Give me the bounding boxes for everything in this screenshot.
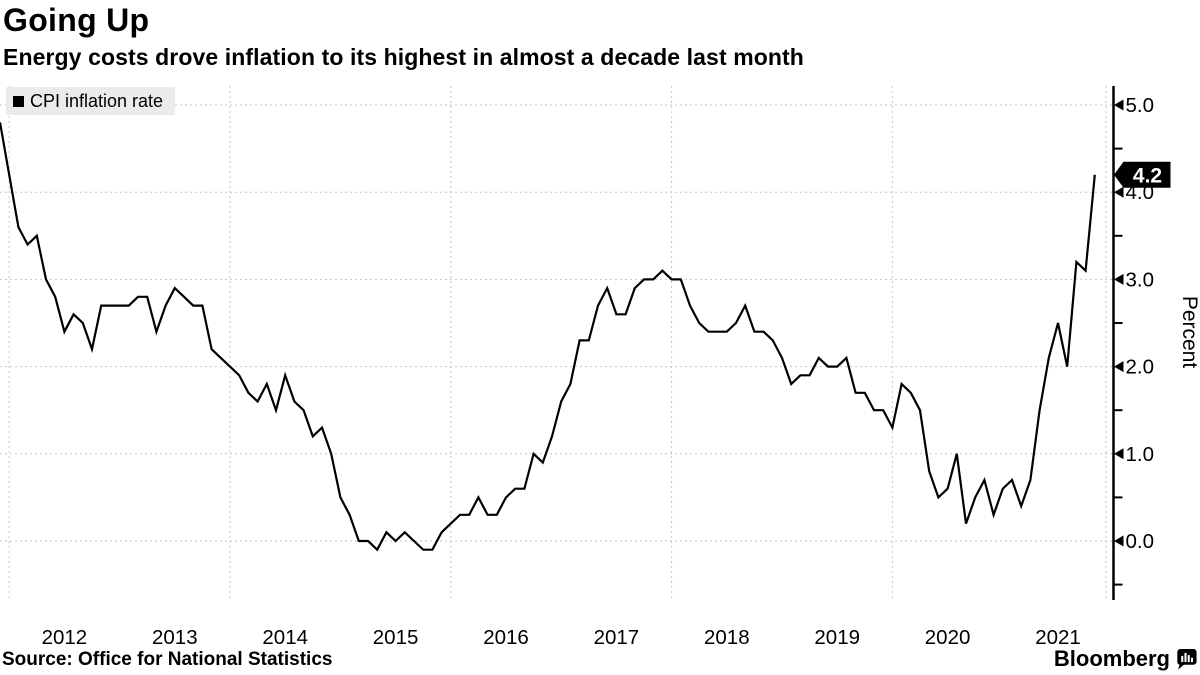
y-tick-label: 3.0 xyxy=(1126,268,1155,291)
x-tick-label: 2014 xyxy=(262,626,308,649)
legend: CPI inflation rate xyxy=(6,87,176,115)
last-value-label: 4.2 xyxy=(1133,164,1162,187)
y-major-tick-arrow xyxy=(1114,99,1124,111)
y-tick-label: 5.0 xyxy=(1126,94,1155,117)
x-tick-label: 2018 xyxy=(704,626,750,649)
y-major-tick-arrow xyxy=(1114,535,1124,547)
last-value-tag xyxy=(1114,161,1171,188)
x-tick-label: 2016 xyxy=(483,626,529,649)
y-tick-label: 2.0 xyxy=(1126,356,1155,379)
y-axis-title: Percent xyxy=(1178,296,1200,369)
chart-title: Going Up xyxy=(3,2,150,38)
y-major-tick-arrow xyxy=(1114,361,1124,373)
y-tick-label: 1.0 xyxy=(1126,443,1155,466)
x-tick-label: 2013 xyxy=(152,626,198,649)
y-tick-label: 0.0 xyxy=(1126,530,1155,553)
x-tick-label: 2020 xyxy=(925,626,971,649)
x-tick-label: 2019 xyxy=(814,626,860,649)
bloomberg-logo: Bloomberg xyxy=(1054,646,1197,672)
legend-swatch-icon xyxy=(13,95,24,107)
bloomberg-terminal-icon xyxy=(1177,648,1197,670)
x-tick-label: 2015 xyxy=(373,626,419,649)
source-note: Source: Office for National Statistics xyxy=(2,649,333,670)
x-tick-label: 2021 xyxy=(1035,626,1081,649)
y-major-tick-arrow xyxy=(1114,448,1124,460)
x-tick-label: 2012 xyxy=(42,626,88,649)
y-major-tick-arrow xyxy=(1114,273,1124,285)
chart-subtitle: Energy costs drove inflation to its high… xyxy=(3,44,804,70)
legend-label: CPI inflation rate xyxy=(30,91,164,111)
x-tick-label: 2017 xyxy=(594,626,640,649)
y-major-tick-arrow xyxy=(1114,186,1124,198)
cpi-inflation-line xyxy=(0,122,1096,552)
bloomberg-wordmark: Bloomberg xyxy=(1053,646,1170,671)
